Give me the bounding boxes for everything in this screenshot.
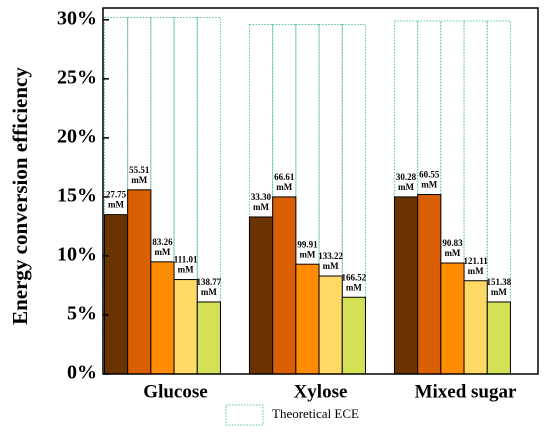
- bar-label: 30.28: [396, 172, 417, 182]
- y-axis-label: Energy conversion efficiency: [8, 67, 32, 325]
- x-tick-label: Glucose: [143, 381, 207, 402]
- x-tick-label: Mixed sugar: [415, 381, 517, 402]
- bar-label-unit: mM: [491, 287, 507, 297]
- bar: [417, 194, 442, 375]
- plot-frame: [102, 7, 539, 375]
- bar-label-unit: mM: [178, 265, 194, 275]
- bar-label-unit: mM: [253, 202, 269, 212]
- bar-label-unit: mM: [201, 287, 217, 297]
- y-tick-label: 15%: [57, 184, 97, 206]
- y-tick-label: 25%: [57, 66, 97, 88]
- bar: [272, 196, 297, 375]
- bar-label: 55.51: [129, 165, 150, 175]
- bar-label-unit: mM: [346, 282, 362, 292]
- bar: [196, 301, 221, 375]
- x-tick-label: Xylose: [294, 381, 348, 402]
- bar: [440, 262, 465, 375]
- bar-label-unit: mM: [323, 261, 339, 271]
- bar: [341, 296, 366, 375]
- y-tick-label: 30%: [57, 7, 97, 29]
- bar: [150, 261, 175, 375]
- y-tick-label: 20%: [57, 125, 97, 147]
- y-tick-label: 5%: [67, 303, 97, 325]
- bar-label-unit: mM: [468, 266, 484, 276]
- bar-label-unit: mM: [444, 248, 460, 258]
- bar: [318, 275, 343, 375]
- bar: [463, 280, 488, 375]
- bar-label: 138.77: [196, 277, 221, 287]
- legend-label: Theoretical ECE: [272, 406, 359, 421]
- bar-label: 111.01: [174, 255, 198, 265]
- bar: [393, 196, 419, 375]
- bar-label-unit: mM: [421, 180, 437, 190]
- y-tick-label: 0%: [67, 362, 97, 384]
- bar-label: 99.91: [297, 239, 318, 249]
- bar: [486, 301, 511, 375]
- y-tick-label: 10%: [57, 244, 97, 266]
- bar: [295, 263, 320, 375]
- bar-label-unit: mM: [276, 182, 292, 192]
- bar-label-unit: mM: [108, 200, 124, 210]
- bar-label: 60.55: [419, 170, 440, 180]
- bar: [248, 216, 274, 375]
- bar-label: 90.83: [442, 238, 463, 248]
- bar-label-unit: mM: [154, 247, 170, 257]
- bar-label: 133.22: [318, 251, 343, 261]
- bar-label-unit: mM: [299, 249, 315, 259]
- bar-label: 27.75: [106, 190, 127, 200]
- bar-label: 33.30: [251, 192, 272, 202]
- bar-label: 83.26: [152, 237, 173, 247]
- bar-label: 121.11: [464, 256, 489, 266]
- bar-label-unit: mM: [398, 182, 414, 192]
- bar-label: 66.61: [274, 172, 295, 182]
- bar-label-unit: mM: [131, 175, 147, 185]
- bar-label: 151.38: [486, 277, 511, 287]
- legend-swatch: [225, 404, 264, 426]
- bar: [127, 189, 152, 375]
- bar-label: 166.52: [341, 272, 366, 282]
- bar: [103, 214, 129, 375]
- bar: [173, 279, 198, 375]
